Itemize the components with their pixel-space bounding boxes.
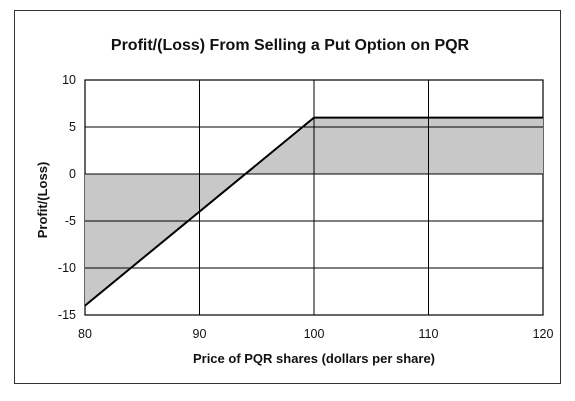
y-axis-label: Profit/(Loss) [35, 162, 50, 239]
y-tick-label: 0 [69, 167, 76, 181]
y-tick-label: -15 [58, 308, 76, 322]
x-tick-label: 80 [78, 327, 92, 341]
x-tick-label: 120 [533, 327, 554, 341]
y-tick-label: 10 [62, 73, 76, 87]
x-tick-label: 100 [304, 327, 325, 341]
x-tick-label: 110 [419, 327, 439, 341]
y-tick-label: -10 [58, 261, 76, 275]
y-tick-label: 5 [69, 120, 76, 134]
x-tick-label: 90 [193, 327, 207, 341]
y-tick-label: -5 [65, 214, 76, 228]
chart-title: Profit/(Loss) From Selling a Put Option … [111, 37, 470, 54]
x-axis-label: Price of PQR shares (dollars per share) [193, 351, 435, 366]
